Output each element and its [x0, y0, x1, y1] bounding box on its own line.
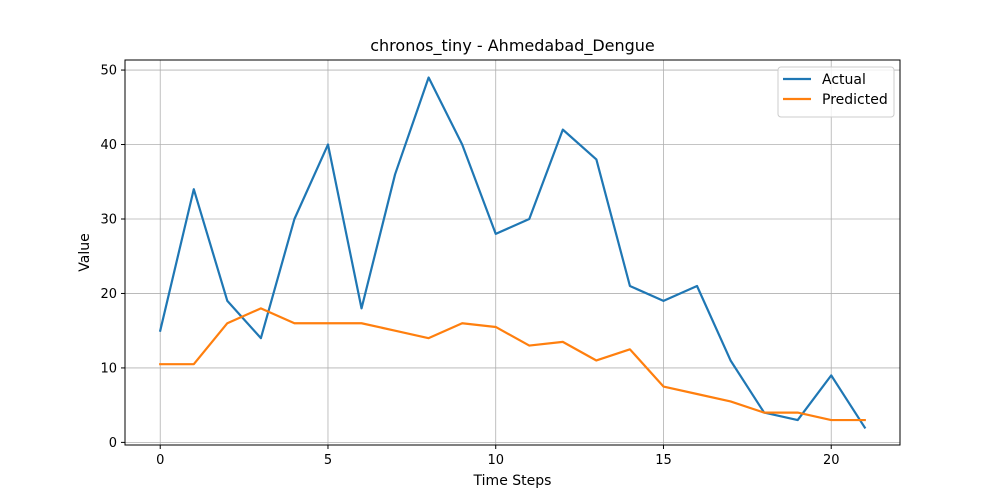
- series-line-actual: [158, 76, 867, 430]
- legend-label-predicted: Predicted: [822, 92, 888, 108]
- y-tick-label: 30: [100, 212, 117, 227]
- x-tick-label: 15: [655, 453, 672, 468]
- y-tick-label: 50: [100, 64, 117, 79]
- x-axis-label: Time Steps: [473, 473, 552, 489]
- y-tick-label: 20: [100, 287, 117, 302]
- x-tick-label: 0: [156, 453, 164, 468]
- y-tick-label: 40: [100, 138, 117, 153]
- axis-ticks: 0 5 10 15 20 0 10 20 30 40 50: [100, 64, 839, 468]
- series-line-predicted: [159, 307, 866, 422]
- legend-label-actual: Actual: [822, 72, 866, 88]
- plot-area-background: [125, 60, 900, 445]
- y-axis-label: Value: [77, 233, 93, 271]
- y-tick-label: 10: [100, 361, 117, 376]
- axes-frame: [124, 59, 901, 446]
- x-tick-label: 20: [823, 453, 840, 468]
- legend: Actual Predicted: [777, 66, 895, 118]
- data-series: [158, 76, 867, 430]
- grid-lines: [125, 60, 900, 445]
- x-tick-label: 5: [324, 453, 332, 468]
- y-tick-label: 0: [109, 436, 117, 451]
- x-tick-label: 10: [487, 453, 504, 468]
- chart-title: chronos_tiny - Ahmedabad_Dengue: [370, 36, 655, 56]
